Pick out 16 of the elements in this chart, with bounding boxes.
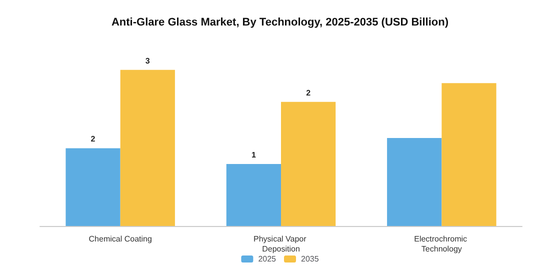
- chart-title: Anti-Glare Glass Market, By Technology, 2025-2035 (USD Billion): [111, 16, 449, 28]
- data-label: 2: [306, 88, 312, 98]
- legend-label: 2025: [258, 254, 277, 264]
- data-label: 1: [251, 150, 256, 160]
- data-label: 3: [145, 56, 150, 66]
- bar: [120, 70, 175, 226]
- bar: [387, 138, 442, 226]
- bar: [66, 148, 120, 226]
- x-tick-label: Physical Vapor Deposition: [254, 234, 308, 254]
- x-tick-label: Chemical Coating: [88, 234, 152, 244]
- bar: [226, 164, 281, 226]
- bar: [281, 102, 336, 226]
- bar: [442, 83, 496, 226]
- x-tick-label: Electrochromic Technology: [414, 234, 470, 254]
- legend-label: 2035: [301, 254, 320, 264]
- data-label: 2: [90, 134, 96, 144]
